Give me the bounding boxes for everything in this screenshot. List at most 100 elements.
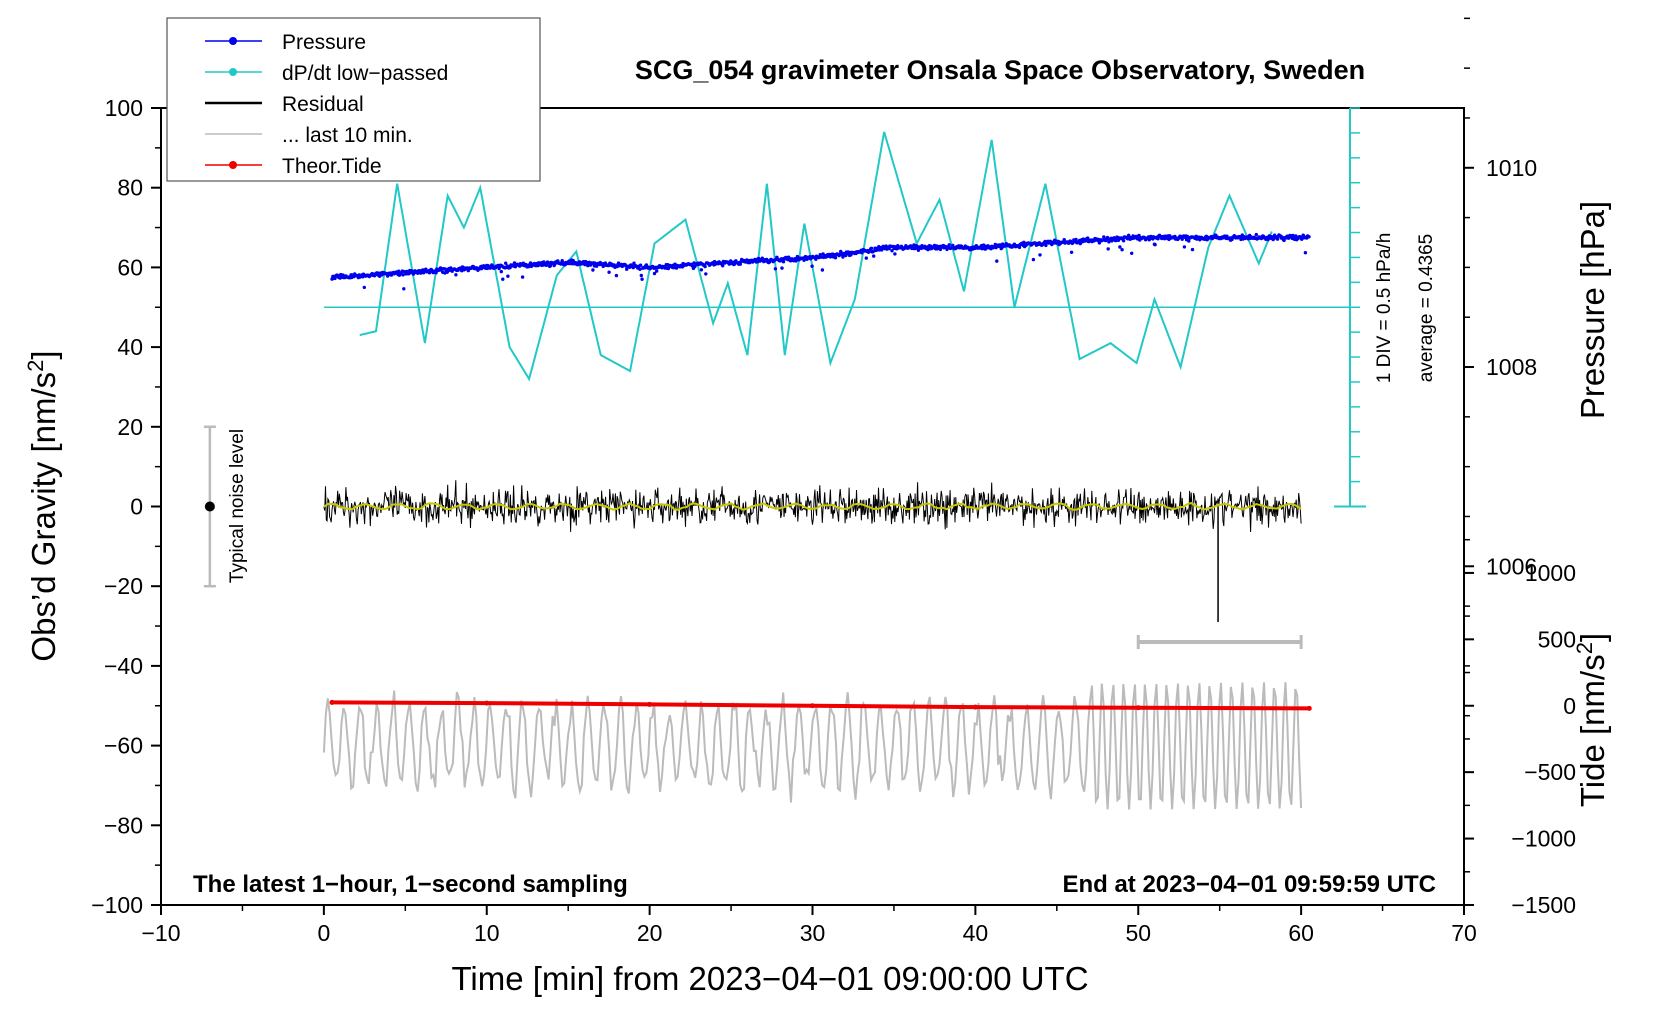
y-axis-label-pressure: Pressure [hPa] (1574, 201, 1611, 419)
series-pressure-point (504, 261, 508, 265)
series-pressure-point (501, 277, 505, 281)
series-pressure-point (362, 285, 366, 290)
series-pressure-point (1156, 237, 1160, 241)
series-pressure-point (947, 243, 951, 247)
y-axis-label-gravity: Obs’d Gravity [nm/s2] (23, 350, 62, 661)
series-tide-point (647, 701, 653, 707)
pressure-tick-label: 1006 (1486, 553, 1537, 579)
series-tide-point (972, 704, 978, 710)
legend-marker (229, 37, 237, 45)
series-pressure-point (995, 259, 999, 263)
noise-bar-center (204, 501, 215, 512)
series-pressure-point (780, 266, 784, 270)
pressure-tick-label: 1008 (1486, 354, 1537, 380)
x-tick-label: 70 (1451, 920, 1477, 946)
annotation-end-time: End at 2023−04−01 09:59:59 UTC (1062, 871, 1436, 898)
chart-title: SCG_054 gravimeter Onsala Space Observat… (635, 55, 1365, 85)
tide-tick-label: 0 (1563, 693, 1576, 719)
y-tick-label: 80 (117, 175, 143, 201)
y-tick-label: −100 (91, 892, 143, 918)
series-tide-point (810, 703, 815, 709)
series-layer (203, 131, 1350, 810)
tide-tick-label: −500 (1524, 759, 1576, 785)
series-pressure-point (820, 268, 825, 272)
series-pressure-point (632, 261, 636, 265)
tide-tick-label: −1000 (1511, 826, 1576, 852)
series-pressure-point (402, 287, 406, 291)
series-pressure-point (1127, 233, 1131, 237)
series-tide-point (484, 700, 490, 706)
legend-label: Residual (282, 93, 364, 116)
legend-marker (229, 161, 237, 169)
series-pressure-point (1187, 239, 1191, 243)
series-pressure-point (1121, 239, 1126, 243)
series-pressure-point (652, 271, 657, 276)
legend-label: dP/dt low−passed (282, 62, 448, 85)
series-pressure-point (640, 277, 644, 281)
series-last10-line (322, 682, 1303, 810)
series-pressure-point (1303, 251, 1308, 255)
series-pressure-point (1291, 233, 1295, 238)
series-tide-line (331, 700, 1310, 711)
series-pressure-point (1017, 245, 1022, 250)
series-pressure-point (1254, 232, 1259, 237)
annotation-average: average = 0.4365 (1416, 234, 1437, 382)
y-tick-label: −40 (104, 653, 143, 679)
annotation-noise-level: Typical noise level (227, 429, 248, 583)
y-tick-label: −20 (104, 573, 143, 599)
series-pressure-point (1307, 235, 1311, 239)
series-pressure-point (1106, 247, 1110, 251)
y-tick-label: 20 (117, 414, 143, 440)
series-pressure-point (1038, 253, 1042, 257)
series-pressure-point (548, 264, 553, 268)
series-pressure-point (893, 252, 897, 256)
y-tick-label: −80 (104, 812, 143, 838)
axes-layer: −10 0 10 20 30 40 50 60 70−100−80−60−40−20020406… (91, 17, 1576, 946)
series-pressure-point (810, 264, 814, 268)
x-tick-label: 20 (637, 920, 663, 946)
series-pressure-point (699, 268, 704, 272)
series-pressure-point (872, 254, 876, 258)
annotation-sampling: The latest 1−hour, 1−second sampling (193, 871, 628, 898)
series-pressure-point (869, 246, 874, 250)
y-tick-label: 100 (105, 95, 143, 121)
legend-items: Pressure dP/dt low−passed Residual ... last… (205, 31, 448, 178)
series-pressure-point (571, 258, 575, 263)
series-pressure-point (721, 264, 725, 268)
series-pressure-point (1107, 240, 1111, 244)
series-pressure-point (703, 264, 707, 269)
series-pressure-point (1275, 237, 1280, 241)
series-pressure-point (520, 275, 525, 279)
series-pressure-point (655, 269, 659, 273)
tide-tick-label: 500 (1538, 626, 1576, 652)
legend-marker (229, 68, 237, 76)
series-pressure-point (1153, 243, 1157, 247)
x-tick-label: 50 (1125, 920, 1151, 946)
series-pressure-point (864, 256, 868, 260)
x-axis-label: Time [min] from 2023−04−01 09:00:00 UTC (451, 960, 1088, 997)
series-pressure-point (1062, 238, 1066, 242)
series-pressure-point (1130, 251, 1134, 255)
y-tick-label: −60 (104, 733, 143, 759)
series-tide-point (1306, 705, 1312, 711)
series-pressure-point (704, 272, 708, 276)
legend-box (166, 17, 541, 182)
series-pressure-point (1190, 247, 1195, 252)
x-tick-label: 60 (1288, 920, 1314, 946)
series-pressure-point (841, 255, 845, 259)
series-pressure-point (638, 263, 643, 267)
y-axis-label-tide: Tide [nm/s2] (1572, 633, 1611, 807)
y-tick-label: 0 (130, 494, 143, 520)
x-tick-label: 10 (474, 920, 500, 946)
series-pressure-point (607, 270, 611, 274)
y-tick-label: 40 (117, 334, 143, 360)
series-pressure-point (833, 256, 838, 260)
series-dpdt-line (359, 131, 1273, 382)
series-pressure-point (1031, 257, 1036, 262)
series-pressure-point (860, 251, 864, 255)
series-pressure-point (1074, 237, 1078, 242)
series-pressure-point (1086, 236, 1090, 240)
x-tick-label: 30 (800, 920, 826, 946)
x-tick-label: 40 (963, 920, 989, 946)
